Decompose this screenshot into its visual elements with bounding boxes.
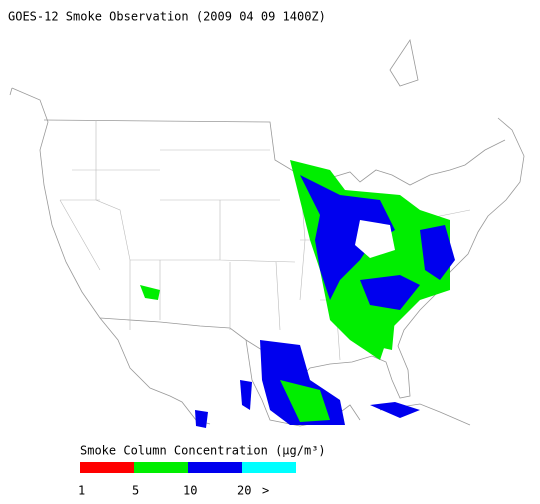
legend-title: Smoke Column Concentration (μg/m³) <box>80 444 326 458</box>
legend-label: 20 <box>237 484 251 498</box>
legend-swatch <box>242 462 296 473</box>
legend-label: > <box>262 484 269 498</box>
legend: 1 5 10 20 > <box>78 462 296 498</box>
legend-swatch <box>80 462 134 473</box>
legend-label: 5 <box>132 484 139 498</box>
smoke-overlay <box>140 160 455 428</box>
legend-swatch <box>134 462 188 473</box>
legend-swatch <box>188 462 242 473</box>
map-title: GOES-12 Smoke Observation (2009 04 09 14… <box>8 10 326 24</box>
legend-label: 10 <box>183 484 197 498</box>
legend-label: 1 <box>78 484 85 498</box>
